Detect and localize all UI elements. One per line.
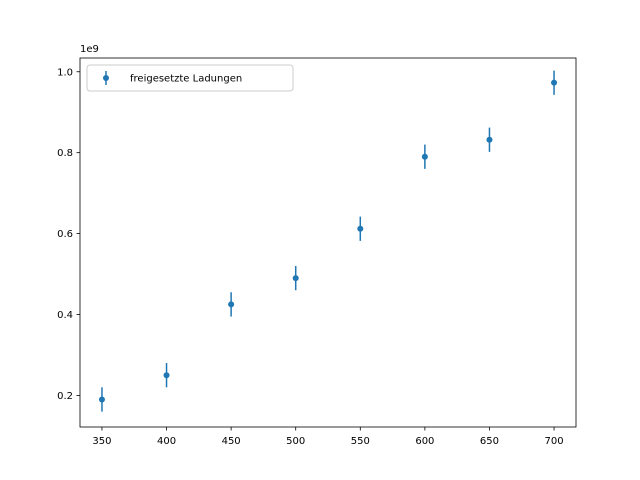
data-point bbox=[163, 372, 170, 379]
y-tick-label: 0.6 bbox=[57, 229, 73, 240]
legend-marker bbox=[103, 75, 109, 81]
y-offset-label: 1e9 bbox=[80, 44, 99, 55]
legend-box bbox=[86, 64, 294, 92]
x-tick-label: 700 bbox=[544, 436, 563, 447]
y-tick-label: 0.8 bbox=[57, 148, 73, 159]
x-tick-label: 550 bbox=[351, 436, 370, 447]
x-tick-label: 500 bbox=[286, 436, 305, 447]
axes-frame bbox=[79, 57, 577, 428]
data-point bbox=[292, 275, 299, 282]
data-point bbox=[98, 396, 105, 403]
x-tick-label: 650 bbox=[480, 436, 499, 447]
x-tick-label: 350 bbox=[92, 436, 111, 447]
axes: 350 400 450 500 550 600 650 700 0.2 0.4 0.6 0.8 1.0 bbox=[57, 57, 577, 447]
y-tick-label: 0.4 bbox=[57, 310, 73, 321]
data-point bbox=[421, 153, 428, 160]
data-point bbox=[551, 79, 558, 86]
data-point bbox=[357, 225, 364, 232]
data-point bbox=[486, 136, 493, 143]
legend: freigesetzte Ladungen bbox=[86, 64, 294, 92]
x-tick-label: 600 bbox=[415, 436, 434, 447]
plot-area bbox=[98, 70, 558, 412]
x-tick-label: 450 bbox=[222, 436, 241, 447]
data-point bbox=[228, 301, 235, 308]
legend-label: freigesetzte Ladungen bbox=[130, 74, 242, 85]
x-tick-label: 400 bbox=[157, 436, 176, 447]
y-tick-label: 0.2 bbox=[57, 391, 73, 402]
y-tick-label: 1.0 bbox=[57, 67, 73, 78]
